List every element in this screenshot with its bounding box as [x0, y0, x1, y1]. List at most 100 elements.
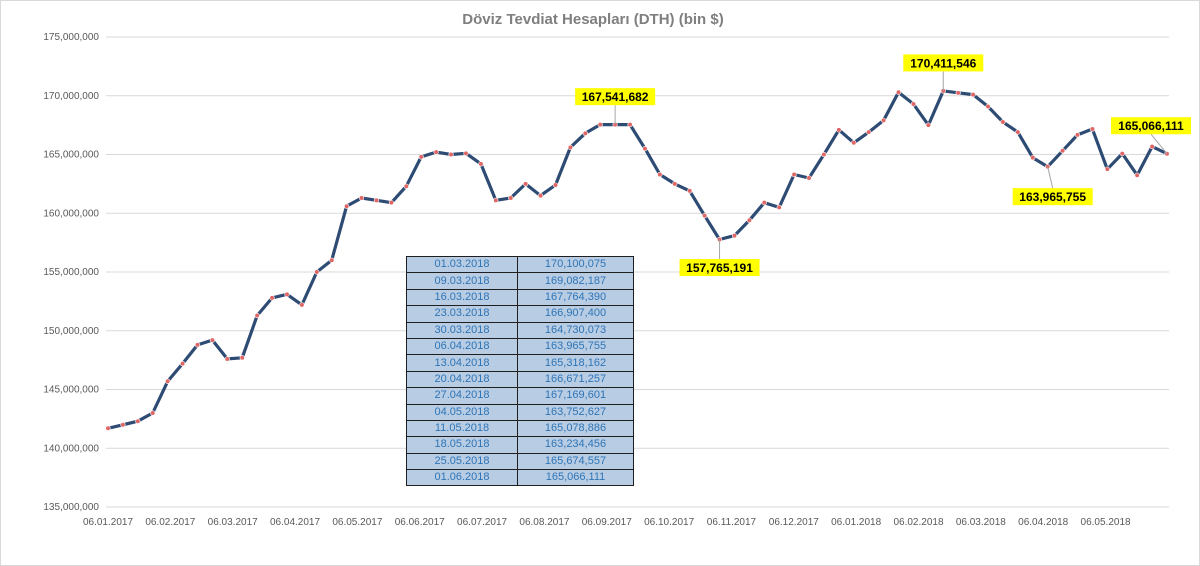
data-point — [552, 182, 559, 188]
data-point — [358, 195, 365, 201]
table-cell-value: 163,965,755 — [517, 337, 634, 356]
table-cell-date: 23.03.2018 — [406, 305, 518, 323]
data-point — [284, 291, 290, 297]
x-tick-label: 06.11.2017 — [707, 517, 757, 528]
table-cell-date: 11.05.2018 — [406, 419, 518, 438]
data-point — [224, 356, 230, 362]
data-point — [403, 183, 409, 189]
table-row: 16.03.2018 167,764,390 — [406, 288, 634, 307]
table-cell-value: 164,730,073 — [517, 321, 634, 339]
table-cell-date: 20.04.2018 — [406, 370, 518, 389]
data-point — [955, 90, 961, 96]
data-point — [1149, 143, 1155, 150]
data-point — [985, 103, 991, 110]
data-point — [672, 181, 678, 187]
x-axis-ticks: 06.01.2017 06.02.2017 06.03.2017 06.04.2017… — [83, 517, 1131, 528]
table-row: 06.04.2018 163,965,755 — [406, 337, 634, 356]
data-point — [1059, 148, 1066, 154]
data-point — [418, 154, 424, 160]
data-point — [537, 193, 544, 199]
x-tick-label: 06.03.2017 — [208, 517, 258, 528]
data-point — [1000, 119, 1006, 125]
data-point — [463, 150, 469, 156]
data-point — [344, 203, 350, 209]
callout-label: 167,541,682 — [582, 90, 649, 104]
callout-leader — [1047, 166, 1054, 189]
y-tick-label: 175,000,000 — [43, 32, 99, 43]
data-point — [687, 188, 693, 194]
series-polyline — [106, 89, 1169, 430]
data-point — [866, 129, 872, 135]
data-point — [1134, 172, 1140, 178]
data-point — [120, 422, 126, 428]
data-point — [821, 151, 827, 158]
data-point — [433, 149, 439, 155]
table-cell-value: 163,234,456 — [517, 436, 634, 454]
x-tick-label: 06.01.2017 — [83, 517, 133, 528]
data-point — [597, 122, 603, 128]
data-point — [493, 197, 499, 203]
y-tick-label: 140,000,000 — [43, 443, 99, 454]
table-cell-date: 25.05.2018 — [406, 452, 518, 471]
y-tick-label: 165,000,000 — [43, 150, 99, 161]
table-cell-value: 166,671,257 — [517, 370, 634, 389]
y-tick-label: 170,000,000 — [43, 91, 99, 102]
x-tick-label: 06.05.2017 — [332, 517, 382, 528]
data-point — [105, 425, 111, 431]
data-point — [1015, 129, 1021, 135]
x-tick-label: 06.03.2018 — [956, 517, 1006, 528]
table-cell-value: 170,100,075 — [517, 255, 634, 274]
table-row: 27.04.2018 167,169,601 — [406, 387, 634, 405]
table-row: 04.05.2018 163,752,627 — [406, 403, 634, 421]
data-point — [1074, 132, 1081, 138]
callout-label: 170,411,546 — [910, 56, 976, 70]
data-point — [731, 232, 738, 239]
table-row: 01.03.2018 170,100,075 — [406, 255, 634, 274]
x-tick-label: 06.05.2018 — [1081, 517, 1131, 528]
table-cell-value: 167,169,601 — [517, 387, 634, 405]
callout-box — [903, 54, 984, 72]
data-point — [523, 181, 529, 187]
data-point — [582, 130, 588, 136]
table-cell-date: 18.05.2018 — [406, 436, 518, 454]
table-row: 01.06.2018 165,066,111 — [406, 469, 634, 487]
data-point — [448, 151, 454, 158]
table-cell-date: 01.03.2018 — [406, 255, 518, 274]
data-point — [657, 171, 663, 178]
data-point — [1030, 155, 1036, 161]
table-cell-date: 09.03.2018 — [406, 272, 518, 290]
y-tick-label: 150,000,000 — [43, 326, 99, 337]
data-point — [150, 410, 156, 416]
x-tick-label: 06.06.2017 — [395, 517, 445, 528]
table-row: 30.03.2018 164,730,073 — [406, 321, 634, 339]
data-point — [851, 140, 857, 146]
callout-label: 163,965,755 — [1019, 190, 1086, 204]
callout-box — [679, 259, 760, 277]
x-tick-label: 06.04.2017 — [270, 517, 320, 528]
callout-label: 165,066,111 — [1118, 119, 1184, 133]
y-tick-label: 160,000,000 — [43, 208, 99, 219]
data-point — [373, 197, 380, 203]
table-cell-date: 06.04.2018 — [406, 337, 518, 356]
data-point — [925, 122, 931, 128]
table-cell-value: 169,082,187 — [517, 272, 634, 290]
series-line — [106, 89, 1169, 430]
table-cell-value: 165,674,557 — [517, 452, 634, 471]
callout-box — [1012, 188, 1093, 206]
data-point — [314, 269, 320, 275]
data-point — [478, 161, 484, 167]
data-point — [627, 122, 633, 128]
data-point — [299, 302, 305, 308]
data-point — [836, 127, 842, 133]
y-tick-label: 145,000,000 — [43, 385, 99, 396]
data-point — [165, 378, 171, 384]
table-cell-date: 13.04.2018 — [406, 354, 518, 372]
callout-leader — [1150, 133, 1168, 155]
data-table: 01.03.2018 170,100,075 09.03.2018 169,082,1… — [406, 255, 634, 487]
x-tick-label: 06.10.2017 — [644, 517, 694, 528]
table-row: 18.05.2018 163,234,456 — [406, 436, 634, 454]
data-point — [791, 171, 797, 178]
series-markers — [105, 88, 1170, 431]
